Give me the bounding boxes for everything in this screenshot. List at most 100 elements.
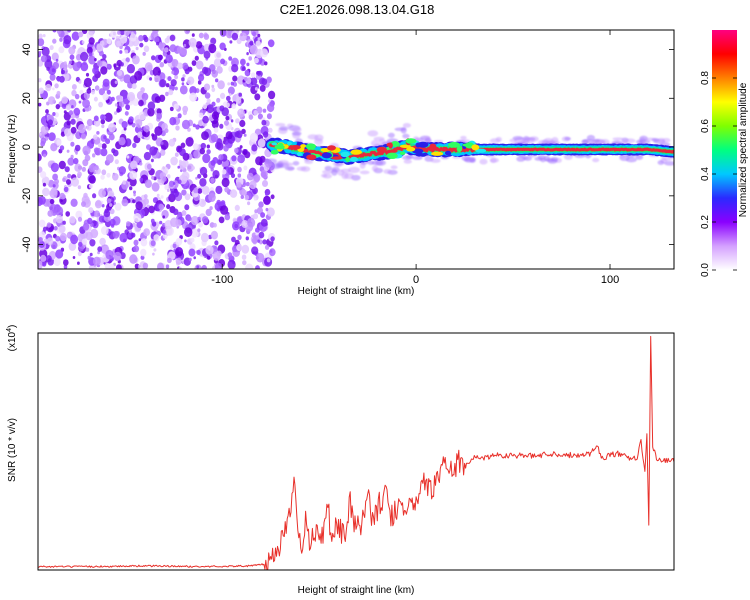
- spectrogram-noise-blob: [86, 46, 93, 54]
- spectrogram-noise-blob: [211, 84, 215, 88]
- spectrogram-noise-blob: [38, 237, 43, 243]
- spectrogram-noise-blob: [118, 137, 126, 146]
- spectrogram-noise-blob: [120, 62, 124, 67]
- ridge-halo-blob: [275, 162, 284, 169]
- spectrogram-noise-blob: [88, 164, 96, 173]
- spectrogram-noise-blob: [75, 76, 80, 82]
- spectrogram-noise-blob: [66, 120, 71, 126]
- spectrogram-noise-blob: [106, 63, 111, 69]
- spectrogram-noise-blob: [201, 131, 209, 141]
- spectrogram-noise-blob: [262, 108, 267, 113]
- spectrogram-noise-blob: [179, 148, 186, 157]
- spectrogram-noise-blob: [162, 229, 166, 234]
- spectrogram-noise-blob: [56, 139, 62, 146]
- spectrogram-noise-blob: [244, 69, 250, 76]
- spectrogram-noise-blob: [159, 61, 165, 68]
- spectrogram-noise-blob: [205, 208, 212, 217]
- spectrogram-noise-blob: [49, 189, 58, 199]
- spectrogram-noise-blob: [211, 120, 219, 129]
- spectrogram-noise-blob: [116, 108, 121, 113]
- spectrogram-noise-blob: [202, 66, 209, 74]
- spectrogram-noise-blob: [109, 208, 115, 215]
- spectrogram-noise-blob: [112, 31, 116, 36]
- ridge-halo-blob: [278, 126, 289, 131]
- spectrogram-noise-blob: [52, 30, 57, 33]
- spectrogram-noise-blob: [98, 88, 105, 96]
- spectrogram-noise-blob: [166, 204, 171, 210]
- spectrogram-noise-blob: [102, 54, 107, 60]
- spectrogram-noise-blob: [254, 93, 261, 101]
- spectrogram-noise-blob: [49, 45, 54, 51]
- ridge-halo-blob: [460, 135, 467, 140]
- ridge-band: [269, 142, 674, 159]
- spectrogram-noise-blob: [193, 149, 201, 159]
- snr-ylabel: SNR (10 * v/v): [7, 418, 18, 482]
- spectrogram-noise-blob: [103, 115, 107, 120]
- spectrogram-noise-blob: [207, 255, 211, 260]
- spectrogram-noise-blob: [121, 198, 129, 207]
- spectrogram-noise-blob: [260, 218, 268, 227]
- spectrogram-noise-blob: [72, 62, 81, 72]
- spectrogram-noise-blob: [39, 132, 42, 136]
- spectrogram-noise-blob: [88, 52, 93, 57]
- spectrogram-noise-blob: [59, 37, 63, 42]
- spectrogram-noise-blob: [87, 255, 92, 261]
- spectrogram-noise-blob: [203, 50, 211, 59]
- spectrogram-noise-blob: [195, 41, 203, 49]
- spectrogram-noise-blob: [198, 32, 204, 39]
- spectrogram-noise-blob: [147, 101, 156, 111]
- spectrogram-noise-blob: [191, 33, 195, 37]
- spectrogram-noise-blob: [59, 232, 67, 242]
- spectrogram-noise-blob: [225, 102, 230, 108]
- spectrogram-noise-blob: [257, 113, 263, 120]
- spectrogram-noise-blob: [71, 31, 80, 41]
- spectrogram-noise-blob: [239, 32, 247, 42]
- spectrogram-noise-blob: [140, 238, 148, 247]
- spectrogram-noise-blob: [214, 51, 222, 60]
- spectrogram-noise-blob: [174, 86, 178, 91]
- spectrogram-noise-blob: [242, 66, 246, 71]
- spectrogram-noise-blob: [93, 115, 99, 122]
- spectrogram-noise-blob: [208, 43, 217, 54]
- spectrogram-noise-blob: [268, 99, 271, 103]
- spectrogram-panel: -100 0 100 -40 -20 0 20 40 Height of straight l…: [7, 29, 675, 297]
- spectrogram-noise-blob: [172, 243, 177, 249]
- spectrogram-noise-blob: [218, 216, 225, 224]
- spectrogram-noise-blob: [255, 40, 261, 47]
- spectrogram-noise-blob: [128, 116, 134, 123]
- spectrogram-noise-blob: [221, 177, 230, 188]
- ridge-halo-blob: [367, 130, 379, 137]
- spectrogram-noise-blob: [80, 62, 89, 72]
- spectrogram-noise-blob: [241, 244, 250, 254]
- spectrogram-noise-blob: [71, 89, 77, 97]
- spectrogram-noise-blob: [201, 185, 210, 195]
- spectrogram-noise-blob: [64, 166, 70, 173]
- ridge-halo-blob: [592, 139, 600, 143]
- spectrogram-noise-blob: [132, 55, 140, 65]
- spectrogram-noise-blob: [122, 180, 126, 185]
- spectrogram-noise-blob: [257, 33, 261, 38]
- spectrogram-noise-blob: [83, 91, 90, 100]
- spectrogram-noise-blob: [68, 60, 73, 65]
- spectrogram-noise-blob: [78, 80, 82, 84]
- spectrogram-noise-blob: [78, 241, 83, 247]
- snr-plot-area: [38, 333, 674, 570]
- spectrogram-noise-blob: [106, 38, 112, 45]
- spectrogram-noise-blob: [131, 232, 136, 238]
- ridge-halo-blob: [512, 135, 524, 141]
- spectrogram-noise-blob: [38, 38, 45, 47]
- spectrogram-noise-blob: [251, 237, 258, 245]
- colorbar-tick-label: 0.4: [700, 167, 711, 181]
- spectrogram-noise-blob: [246, 172, 254, 181]
- spectrogram-noise-blob: [225, 131, 233, 140]
- spectrogram-noise-blob: [210, 133, 219, 143]
- ridge-halo-blob: [359, 170, 370, 175]
- spectrogram-noise-blob: [55, 215, 64, 224]
- spectrogram-noise-blob: [256, 252, 265, 263]
- spectrogram-noise-blob: [78, 124, 86, 134]
- spectrogram-noise-blob: [70, 126, 77, 134]
- spectrogram-noise-blob: [211, 87, 216, 93]
- spectrogram-noise-blob: [67, 30, 72, 33]
- spectrogram-noise-blob: [93, 119, 101, 127]
- spectrogram-noise-blob: [239, 119, 246, 128]
